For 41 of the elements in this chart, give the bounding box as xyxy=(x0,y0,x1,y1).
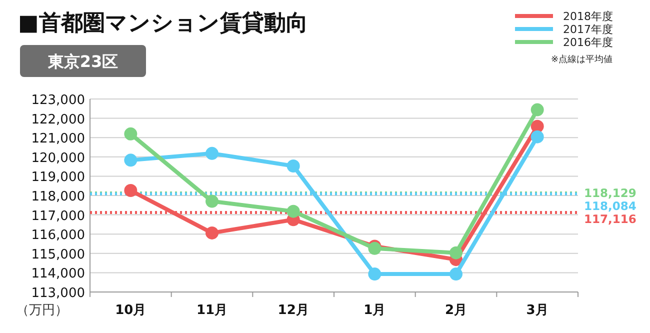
point xyxy=(124,154,138,167)
y-axis-title: （万円） xyxy=(16,303,68,318)
point xyxy=(286,204,300,218)
y-tick-label: 121,000 xyxy=(31,132,85,147)
y-tick-label: 119,000 xyxy=(31,170,85,186)
x-tick-label: 10月 xyxy=(115,303,146,318)
x-tick-label: 11月 xyxy=(196,303,228,318)
point xyxy=(286,159,300,172)
legend-label: 2016年度 xyxy=(563,36,613,49)
point xyxy=(206,226,218,240)
x-tick-label: 1月 xyxy=(364,303,386,318)
point xyxy=(124,127,138,140)
y-tick-label: 122,000 xyxy=(31,112,85,128)
point xyxy=(530,130,544,144)
point xyxy=(450,268,462,281)
point xyxy=(124,184,138,197)
x-tick-label: 3月 xyxy=(526,303,548,318)
point xyxy=(530,103,544,116)
point xyxy=(368,268,382,281)
chart-title: ■首都圏マンション賃貸動向 xyxy=(18,10,308,36)
text: ※点線は平均値 xyxy=(551,54,613,65)
y-tick-label: 123,000 xyxy=(31,93,85,108)
ref-line-label: 118,129 xyxy=(584,186,636,200)
y-tick-label: 116,000 xyxy=(31,228,85,244)
y-tick-label: 120,000 xyxy=(31,150,85,166)
y-tick-label: 117,000 xyxy=(31,208,85,224)
point xyxy=(206,146,218,160)
point xyxy=(206,194,218,208)
legend-label: 2018年度 xyxy=(563,10,613,23)
y-tick-label: 113,000 xyxy=(31,286,85,301)
y-tick-label: 118,000 xyxy=(31,190,85,204)
ref-line-label: 118,084 xyxy=(584,199,636,214)
legend-label: 2017年度 xyxy=(563,23,613,36)
y-tick-label: 115,000 xyxy=(31,247,85,262)
ref-line-label: 117,116 xyxy=(584,212,636,226)
y-tick-label: 114,000 xyxy=(31,266,85,282)
point xyxy=(450,246,462,260)
chart-subtitle: 東京23区 xyxy=(46,52,118,71)
x-tick-label: 2月 xyxy=(444,303,468,318)
subtitle-box: 東京23区 xyxy=(20,45,146,77)
x-tick-label: 12月 xyxy=(278,303,309,318)
